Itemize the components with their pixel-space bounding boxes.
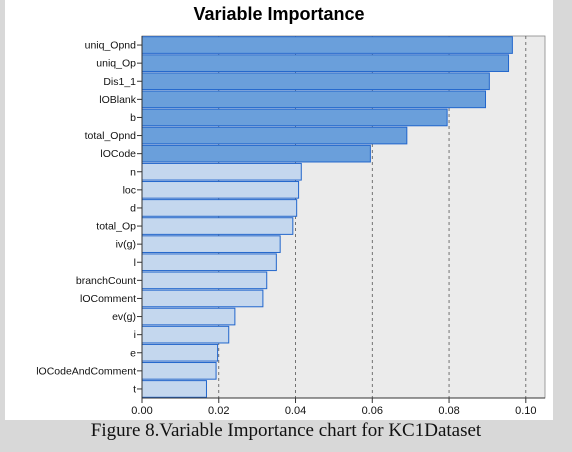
bar — [141, 36, 513, 54]
x-tick-label: 0.00 — [131, 405, 152, 417]
chart-figure: Variable Importance 0.00 0.02 0.04 0.06 0.08… — [5, 0, 553, 420]
category-label: branchCount — [76, 275, 136, 287]
x-tick-label: 0.06 — [362, 405, 383, 417]
category-label: i — [134, 329, 136, 341]
bar — [141, 380, 207, 398]
category-label: total_Opnd — [85, 130, 137, 142]
bar — [141, 235, 281, 253]
category-label: loc — [123, 184, 136, 196]
category-label: lOBlank — [99, 94, 137, 106]
bar — [141, 108, 448, 127]
bar — [141, 181, 300, 199]
x-tick-label: 0.04 — [285, 405, 306, 417]
x-tick-label: 0.10 — [515, 405, 536, 417]
bar — [141, 271, 268, 290]
category-label: e — [130, 347, 136, 359]
category-label: uniq_Opnd — [85, 40, 137, 52]
bar — [141, 307, 236, 326]
chart-title: Variable Importance — [193, 4, 365, 24]
category-label: n — [130, 166, 136, 178]
bar — [141, 90, 487, 109]
x-tick-label: 0.08 — [438, 405, 459, 417]
bar — [141, 289, 264, 308]
category-label: d — [130, 202, 136, 214]
category-label: lOCodeAndComment — [36, 365, 136, 377]
bar — [141, 126, 408, 145]
bar — [141, 72, 490, 91]
bar — [141, 199, 298, 217]
category-label: ev(g) — [112, 311, 136, 323]
figure-caption: Figure 8.Variable Importance chart for K… — [90, 420, 482, 441]
category-label: t — [133, 383, 136, 395]
bar — [141, 54, 510, 72]
x-tick-label: 0.02 — [208, 405, 229, 417]
bar — [141, 362, 217, 380]
category-label: total_Op — [96, 221, 136, 233]
category-label: lOComment — [80, 293, 136, 305]
category-label: Dis1_1 — [103, 76, 136, 88]
plot-area — [141, 35, 546, 399]
bar — [141, 217, 294, 235]
chart-plot: 0.00 0.02 0.04 0.06 0.08 0.10uniq_Opnduniq_Op… — [36, 35, 546, 417]
bar — [141, 162, 302, 181]
bar — [141, 253, 277, 272]
category-label: iv(g) — [116, 239, 136, 251]
category-label: l — [134, 257, 136, 269]
category-label: lOCode — [100, 148, 136, 160]
bar — [141, 343, 219, 362]
bar — [141, 144, 371, 163]
category-label: uniq_Op — [96, 58, 136, 70]
category-label: b — [130, 112, 136, 124]
bar — [141, 325, 230, 344]
